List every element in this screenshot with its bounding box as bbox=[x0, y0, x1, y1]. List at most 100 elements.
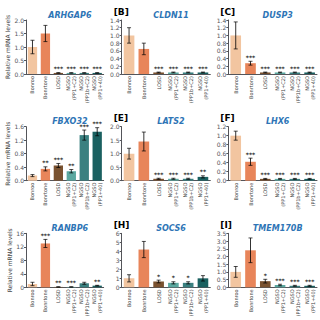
svg-text:1.4: 1.4 bbox=[110, 17, 120, 24]
svg-text:(PP1+C2): (PP1+C2) bbox=[280, 183, 286, 207]
svg-text:DUSP3: DUSP3 bbox=[263, 11, 294, 20]
svg-text:1.0: 1.0 bbox=[14, 44, 24, 51]
svg-text:2.0: 2.0 bbox=[217, 253, 227, 260]
svg-text:*: * bbox=[172, 274, 176, 281]
svg-text:(PP1+40): (PP1+40) bbox=[97, 183, 103, 207]
svg-text:1.2: 1.2 bbox=[14, 137, 24, 144]
svg-text:0.8: 0.8 bbox=[110, 40, 120, 47]
svg-text:1.2: 1.2 bbox=[217, 24, 227, 31]
svg-text:FBXO32: FBXO32 bbox=[52, 117, 88, 126]
svg-text:1.5: 1.5 bbox=[14, 30, 24, 37]
svg-text:LOSD: LOSD bbox=[55, 76, 61, 90]
svg-text:***: *** bbox=[246, 151, 256, 158]
svg-text:LOSD: LOSD bbox=[55, 183, 61, 197]
svg-text:1.2: 1.2 bbox=[110, 24, 120, 31]
svg-text:LOSD: LOSD bbox=[156, 289, 162, 303]
svg-text:2.0: 2.0 bbox=[14, 17, 24, 24]
svg-text:***: *** bbox=[92, 65, 102, 72]
svg-text:0.8: 0.8 bbox=[217, 141, 227, 148]
svg-text:1.4: 1.4 bbox=[217, 17, 227, 24]
svg-text:0.0: 0.0 bbox=[110, 71, 120, 78]
svg-text:(PP1+40): (PP1+40) bbox=[203, 289, 209, 313]
svg-text:(PP1+40): (PP1+40) bbox=[97, 289, 103, 313]
svg-text:0.2: 0.2 bbox=[217, 168, 227, 175]
svg-text:LOSD: LOSD bbox=[262, 289, 268, 303]
svg-text:***: *** bbox=[183, 65, 193, 72]
svg-text:2.5: 2.5 bbox=[217, 245, 227, 252]
svg-text:**: ** bbox=[94, 278, 101, 285]
svg-text:1.5: 1.5 bbox=[217, 261, 227, 268]
svg-text:***: *** bbox=[67, 279, 77, 286]
svg-text:0.0: 0.0 bbox=[14, 177, 24, 184]
svg-text:***: *** bbox=[290, 171, 300, 178]
svg-text:Bonrtone: Bonrtone bbox=[42, 183, 48, 206]
svg-text:0.6: 0.6 bbox=[110, 47, 120, 54]
svg-text:(PP1+C2): (PP1+C2) bbox=[280, 289, 286, 313]
svg-text:Bonroo: Bonroo bbox=[29, 76, 35, 94]
svg-text:TMEM170B: TMEM170B bbox=[253, 224, 303, 233]
svg-text:6: 6 bbox=[116, 230, 120, 237]
svg-text:(PP1+C2): (PP1+C2) bbox=[280, 76, 286, 100]
svg-text:1.0: 1.0 bbox=[110, 150, 120, 157]
svg-text:[E]: [E] bbox=[114, 113, 128, 123]
svg-text:***: *** bbox=[54, 156, 64, 163]
svg-text:2: 2 bbox=[116, 266, 120, 273]
svg-text:***: *** bbox=[92, 120, 102, 127]
svg-text:*: * bbox=[157, 273, 161, 280]
svg-text:***: *** bbox=[275, 65, 285, 72]
svg-text:***: *** bbox=[290, 65, 300, 72]
svg-text:***: *** bbox=[54, 65, 64, 72]
svg-text:*: * bbox=[264, 272, 268, 279]
svg-text:**: ** bbox=[68, 162, 75, 169]
svg-text:[B]: [B] bbox=[114, 7, 129, 17]
svg-text:(PP1+C2): (PP1+C2) bbox=[173, 289, 179, 313]
svg-text:4: 4 bbox=[116, 248, 120, 255]
svg-text:Bonroo: Bonroo bbox=[126, 289, 132, 307]
svg-text:0.0: 0.0 bbox=[217, 284, 227, 291]
svg-text:**: ** bbox=[42, 159, 49, 166]
svg-text:***: *** bbox=[183, 171, 193, 178]
svg-text:3.5: 3.5 bbox=[217, 230, 227, 237]
svg-text:3: 3 bbox=[116, 257, 120, 264]
svg-text:Bonrtone: Bonrtone bbox=[42, 76, 48, 99]
svg-text:***: *** bbox=[261, 65, 271, 72]
svg-text:Bonrtone: Bonrtone bbox=[42, 289, 48, 312]
svg-text:(PP1b+C2): (PP1b+C2) bbox=[84, 76, 90, 103]
svg-text:(PP1+C2): (PP1+C2) bbox=[173, 183, 179, 207]
svg-text:1.0: 1.0 bbox=[217, 268, 227, 275]
svg-text:0.4: 0.4 bbox=[217, 55, 227, 62]
svg-text:***: *** bbox=[169, 171, 179, 178]
svg-text:0: 0 bbox=[20, 284, 24, 291]
svg-text:16: 16 bbox=[16, 230, 24, 237]
svg-text:Bonroo: Bonroo bbox=[29, 183, 35, 201]
svg-text:(PP1+40): (PP1+40) bbox=[203, 183, 209, 207]
svg-text:***: *** bbox=[305, 65, 315, 72]
svg-text:Relative mRNA levels: Relative mRNA levels bbox=[6, 228, 13, 292]
svg-text:0.6: 0.6 bbox=[217, 47, 227, 54]
svg-text:0.4: 0.4 bbox=[14, 164, 24, 171]
svg-text:**: ** bbox=[200, 168, 207, 175]
svg-text:(PP1b+C2): (PP1b+C2) bbox=[295, 289, 301, 316]
svg-text:LATS2: LATS2 bbox=[157, 117, 185, 126]
svg-text:4: 4 bbox=[20, 270, 24, 277]
svg-text:[I]: [I] bbox=[220, 220, 232, 230]
svg-text:(PP1b+C2): (PP1b+C2) bbox=[295, 76, 301, 103]
svg-text:Bonroo: Bonroo bbox=[233, 183, 239, 201]
svg-text:1.0: 1.0 bbox=[217, 132, 227, 139]
svg-text:(PP1b+C2): (PP1b+C2) bbox=[188, 183, 194, 210]
svg-text:Relative mRNA levels: Relative mRNA levels bbox=[4, 122, 11, 186]
svg-text:1: 1 bbox=[116, 275, 120, 282]
svg-text:3.0: 3.0 bbox=[217, 238, 227, 245]
svg-text:RANBP6: RANBP6 bbox=[52, 224, 89, 233]
svg-text:***: *** bbox=[198, 65, 208, 72]
svg-text:***: *** bbox=[305, 171, 315, 178]
svg-text:1.2: 1.2 bbox=[217, 123, 227, 130]
svg-text:2.0: 2.0 bbox=[110, 123, 120, 130]
svg-text:12: 12 bbox=[16, 243, 24, 250]
svg-text:*: * bbox=[187, 274, 191, 281]
svg-text:Bonroo: Bonroo bbox=[126, 76, 132, 94]
svg-text:(PP1+C2): (PP1+C2) bbox=[71, 289, 77, 313]
svg-text:(PP1+C2): (PP1+C2) bbox=[71, 183, 77, 207]
svg-text:(PP1b+C2): (PP1b+C2) bbox=[188, 76, 194, 103]
svg-text:***: *** bbox=[275, 171, 285, 178]
